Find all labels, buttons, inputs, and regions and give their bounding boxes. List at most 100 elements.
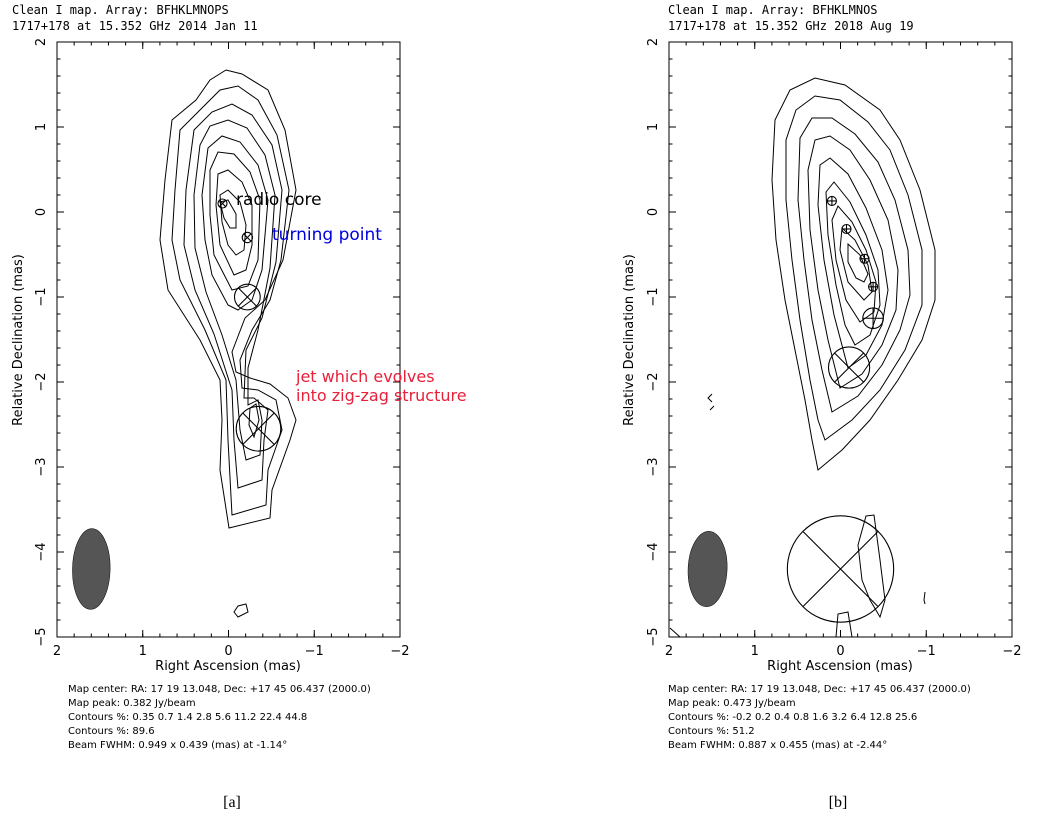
y-tick-label: 0 bbox=[646, 208, 661, 216]
contour-a-11 bbox=[233, 603, 249, 618]
panel-a-footer-line1: Map center: RA: 17 19 13.048, Dec: +17 4… bbox=[68, 684, 371, 695]
panel-a-footer: Map center: RA: 17 19 13.048, Dec: +17 4… bbox=[68, 684, 371, 751]
contour-a-10 bbox=[219, 199, 237, 229]
panel-a-header-line2: 1717+178 at 15.352 GHz 2014 Jan 11 bbox=[12, 19, 258, 33]
component-cross-line bbox=[218, 199, 227, 208]
contour-a-4 bbox=[193, 119, 276, 461]
x-tick-label: −1 bbox=[917, 644, 936, 659]
contour-b-5 bbox=[817, 157, 889, 369]
x-tick-label: −2 bbox=[390, 644, 409, 659]
panel-b-footer: Map center: RA: 17 19 13.048, Dec: +17 4… bbox=[668, 684, 971, 751]
component-circle bbox=[827, 346, 871, 389]
panel-b-contours bbox=[669, 77, 936, 638]
panel-a-footer-line5: Beam FWHM: 0.949 x 0.439 (mas) at -1.14° bbox=[68, 740, 287, 751]
contour-b-7 bbox=[831, 205, 877, 323]
y-tick-label: 1 bbox=[34, 123, 49, 131]
contour-b-4 bbox=[807, 135, 899, 389]
component-cross-line bbox=[243, 233, 252, 242]
y-tick-label: −4 bbox=[646, 542, 661, 561]
contour-b-13 bbox=[707, 393, 715, 411]
panel-b-header-line1: Clean I map. Array: BFHKLMNOS bbox=[668, 3, 878, 17]
contour-a-2 bbox=[171, 85, 290, 516]
panel-b-ylabel: Relative Declination (mas) bbox=[622, 254, 637, 426]
contour-a-5 bbox=[248, 403, 260, 439]
contour-b-2 bbox=[785, 95, 923, 441]
contour-a-7 bbox=[209, 151, 261, 291]
panel-b-footer-line1: Map center: RA: 17 19 13.048, Dec: +17 4… bbox=[668, 684, 971, 695]
panel-a-footer-line2: Map peak: 0.382 Jy/beam bbox=[68, 698, 196, 709]
y-tick-label: −3 bbox=[34, 457, 49, 476]
panel-a-header-line1: Clean I map. Array: BFHKLMNOPS bbox=[12, 3, 229, 17]
contour-b-9 bbox=[847, 242, 869, 283]
contour-b-10 bbox=[857, 514, 886, 619]
annotation-turning-point: turning point bbox=[272, 225, 382, 245]
y-tick-label: −5 bbox=[646, 627, 661, 646]
panel-a-components bbox=[217, 198, 282, 452]
y-tick-label: 0 bbox=[34, 208, 49, 216]
component-circle bbox=[233, 283, 261, 311]
panel-b-header-line2: 1717+178 at 15.352 GHz 2018 Aug 19 bbox=[668, 19, 914, 33]
contour-a-6 bbox=[201, 135, 269, 311]
annotation-jet-line2: into zig-zag structure bbox=[296, 386, 467, 405]
y-tick-label: −2 bbox=[646, 372, 661, 391]
panel-b-footer-line3: Contours %: -0.2 0.2 0.4 0.8 1.6 3.2 6.4… bbox=[668, 712, 917, 723]
contour-a-3 bbox=[183, 103, 283, 489]
y-tick-label: −2 bbox=[34, 372, 49, 391]
panel-b-footer-line5: Beam FWHM: 0.887 x 0.455 (mas) at -2.44° bbox=[668, 740, 887, 751]
x-tick-label: −2 bbox=[1002, 644, 1021, 659]
contour-b-3 bbox=[797, 117, 911, 413]
annotation-jet-line1: jet which evolves bbox=[295, 367, 435, 386]
x-tick-label: 2 bbox=[665, 644, 673, 659]
contour-a-1 bbox=[159, 69, 297, 529]
panel-b-components bbox=[786, 195, 895, 623]
panel-a-footer-line4: Contours %: 89.6 bbox=[68, 726, 155, 737]
panel-b-footer-line2: Map peak: 0.473 Jy/beam bbox=[668, 698, 796, 709]
contour-b-11 bbox=[835, 611, 853, 638]
y-tick-label: −4 bbox=[34, 542, 49, 561]
y-tick-label: −1 bbox=[34, 287, 49, 306]
panel-a-beam-ellipse bbox=[72, 528, 111, 610]
contour-b-8 bbox=[839, 226, 873, 301]
panel-b-footer-line4: Contours %: 51.2 bbox=[668, 726, 755, 737]
x-tick-label: 1 bbox=[751, 644, 759, 659]
component-cross-line bbox=[802, 531, 879, 607]
contour-b-1 bbox=[771, 77, 936, 471]
panel-b: Clean I map. Array: BFHKLMNOS 1717+178 a… bbox=[622, 3, 1022, 811]
panel-a: Clean I map. Array: BFHKLMNOPS 1717+178 … bbox=[11, 3, 467, 811]
x-tick-label: 2 bbox=[53, 644, 61, 659]
panel-b-label: [b] bbox=[829, 794, 848, 811]
contour-b-6 bbox=[825, 181, 881, 346]
panel-a-label: [a] bbox=[223, 794, 241, 811]
panel-a-plot-frame bbox=[56, 41, 401, 638]
x-tick-label: 1 bbox=[139, 644, 147, 659]
y-tick-label: 1 bbox=[646, 123, 661, 131]
annotation-radio-core: radio core bbox=[236, 190, 322, 210]
panel-b-xlabel: Right Ascension (mas) bbox=[767, 659, 913, 674]
y-tick-label: −3 bbox=[646, 457, 661, 476]
panel-a-xlabel: Right Ascension (mas) bbox=[155, 659, 301, 674]
panel-a-contours bbox=[159, 69, 297, 618]
x-tick-label: 0 bbox=[224, 644, 232, 659]
component-circle bbox=[235, 405, 282, 452]
component-cross-line bbox=[242, 412, 275, 445]
contour-a-8 bbox=[215, 169, 253, 276]
component-cross-line bbox=[834, 352, 864, 383]
x-tick-label: −1 bbox=[305, 644, 324, 659]
component-circle bbox=[217, 198, 228, 209]
panel-b-beam-ellipse bbox=[687, 531, 728, 607]
component-circle bbox=[241, 231, 254, 244]
contour-b-12 bbox=[923, 591, 926, 605]
component-cross-line bbox=[237, 287, 257, 307]
y-tick-label: −5 bbox=[34, 627, 49, 646]
y-tick-label: 2 bbox=[34, 38, 49, 46]
panel-a-ticks: 2 1 0 −1 −2 −5 −4 −3 −2 −1 0 1 2 bbox=[34, 38, 410, 659]
panel-a-ylabel: Relative Declination (mas) bbox=[11, 254, 26, 426]
contour-b-14 bbox=[669, 627, 681, 638]
y-tick-label: 2 bbox=[646, 38, 661, 46]
panel-a-footer-line3: Contours %: 0.35 0.7 1.4 2.8 5.6 11.2 22… bbox=[68, 712, 307, 723]
component-circle bbox=[786, 515, 895, 623]
x-tick-label: 0 bbox=[836, 644, 844, 659]
panel-b-ticks: 2 1 0 −1 −2 −5 −4 −3 −2 −1 0 1 2 bbox=[646, 38, 1022, 659]
y-tick-label: −1 bbox=[646, 287, 661, 306]
